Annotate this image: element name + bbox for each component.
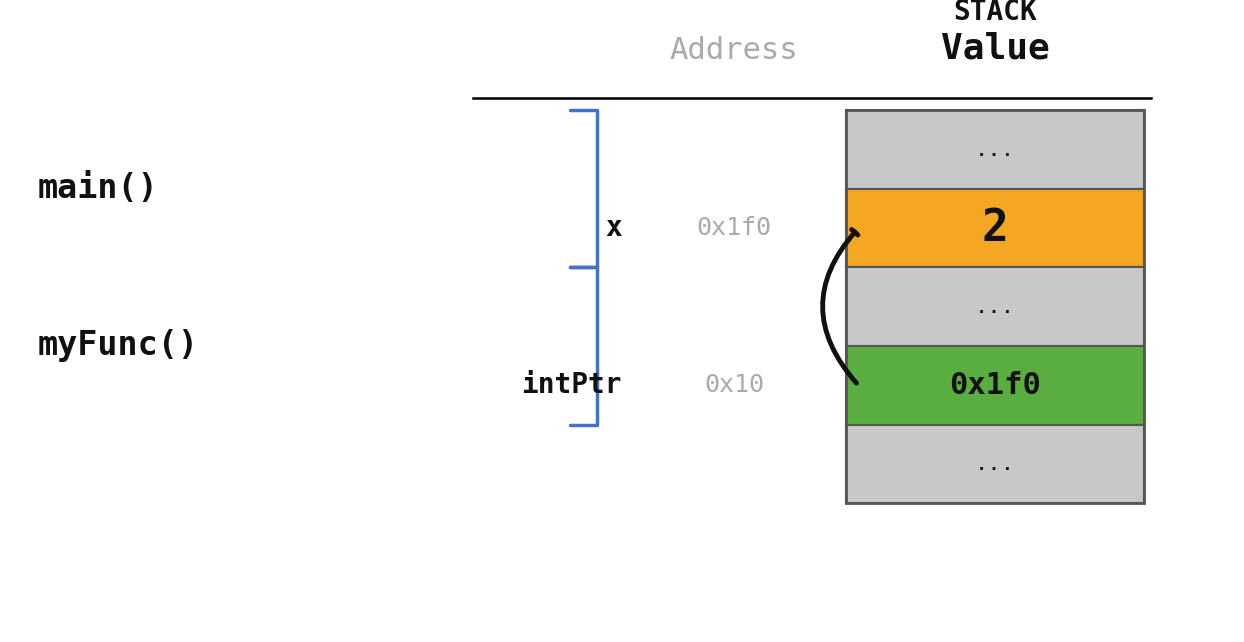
Text: 0x10: 0x10 (704, 373, 764, 397)
Text: ...: ... (975, 140, 1015, 160)
Bar (846, 424, 1144, 503)
Text: main(): main() (37, 173, 158, 205)
Text: Address: Address (669, 36, 799, 65)
Text: ...: ... (975, 297, 1015, 317)
Text: 0x1f0: 0x1f0 (949, 370, 1041, 400)
Text: ...: ... (975, 454, 1015, 474)
Bar (846, 110, 1144, 189)
Bar (846, 110, 1144, 503)
Text: Value: Value (940, 31, 1050, 65)
Text: intPtr: intPtr (521, 371, 622, 399)
Bar (846, 189, 1144, 268)
Text: STACK: STACK (953, 0, 1037, 26)
Text: 2: 2 (982, 207, 1009, 250)
Text: 0x1f0: 0x1f0 (697, 216, 771, 240)
Text: x: x (606, 214, 622, 242)
Bar (846, 268, 1144, 346)
Bar (846, 346, 1144, 424)
Text: myFunc(): myFunc() (37, 329, 198, 363)
